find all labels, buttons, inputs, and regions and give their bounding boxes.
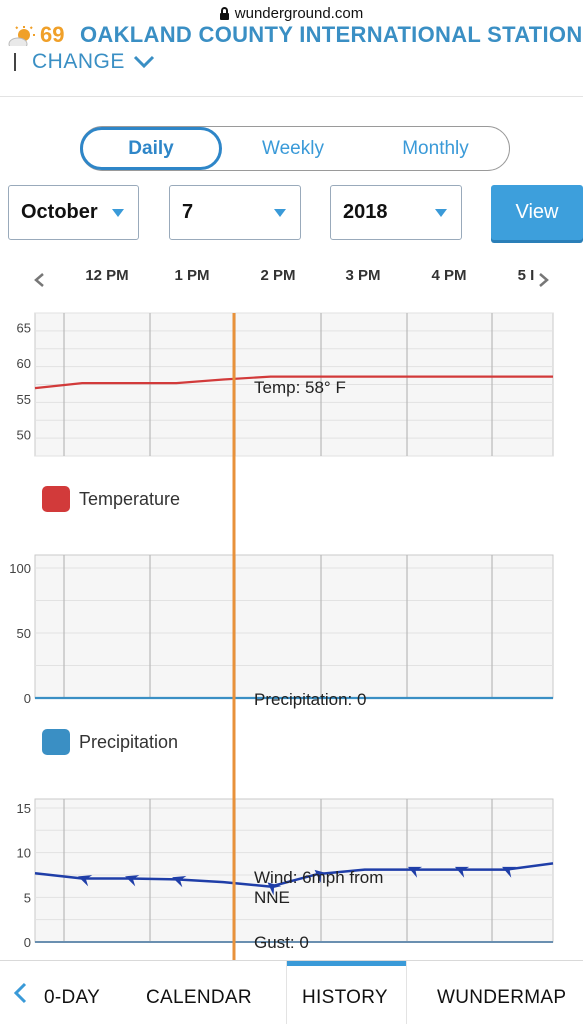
y-tick-label: 0 bbox=[24, 691, 31, 706]
y-tick-label: 10 bbox=[17, 846, 31, 861]
wind-direction-readout: NNE bbox=[254, 888, 290, 907]
y-tick-label: 60 bbox=[17, 356, 31, 371]
year-value: 2018 bbox=[343, 201, 388, 223]
tab-monthly[interactable]: Monthly bbox=[402, 138, 469, 159]
wind-direction-arrow bbox=[502, 866, 517, 878]
wind-direction-arrow bbox=[125, 875, 140, 887]
day-value: 7 bbox=[182, 201, 194, 223]
wind-direction-arrow bbox=[172, 876, 187, 888]
legend-swatch bbox=[42, 729, 70, 755]
partly-cloudy-icon bbox=[8, 26, 35, 46]
time-strip: 12 PM 1 PM 2 PM 3 PM 4 PM 5 I bbox=[0, 262, 583, 292]
time-label: 2 PM bbox=[260, 267, 296, 284]
active-tab-indicator bbox=[286, 961, 406, 966]
gust-readout: Gust: 0 bbox=[254, 933, 309, 952]
station-header: 69 OAKLAND COUNTY INTERNATIONAL STATION bbox=[0, 18, 583, 46]
nav-divider bbox=[286, 961, 287, 1024]
plot-area bbox=[34, 554, 554, 699]
browser-url-bar[interactable]: wunderground.com bbox=[0, 0, 583, 26]
y-tick-label: 100 bbox=[9, 561, 31, 576]
tab-daily[interactable]: Daily bbox=[80, 127, 222, 170]
y-tick-label: 0 bbox=[24, 935, 31, 950]
y-tick-label: 55 bbox=[17, 392, 31, 407]
temp-readout: Temp: 58° F bbox=[254, 378, 346, 397]
divider bbox=[14, 53, 16, 71]
caret-down-icon bbox=[435, 209, 447, 217]
url-text: wunderground.com bbox=[234, 4, 364, 22]
time-label: 4 PM bbox=[431, 267, 467, 284]
caret-down-icon bbox=[274, 209, 286, 217]
change-label[interactable]: CHANGE bbox=[32, 50, 125, 73]
station-name: OAKLAND COUNTY INTERNATIONAL STATION bbox=[80, 22, 583, 46]
view-button[interactable]: View bbox=[491, 185, 583, 240]
station-temperature: 69 bbox=[40, 22, 65, 46]
year-select[interactable]: 2018 bbox=[330, 185, 462, 240]
month-select[interactable]: October bbox=[8, 185, 139, 240]
caret-down-icon bbox=[112, 209, 124, 217]
lock-icon bbox=[219, 6, 229, 20]
month-value: October bbox=[21, 201, 98, 223]
series-line bbox=[34, 862, 554, 888]
series-line bbox=[34, 375, 553, 390]
wind-readout: Wind: 6mph from bbox=[254, 868, 384, 887]
temperature-legend: Temperature bbox=[42, 486, 180, 512]
nav-calendar[interactable]: CALENDAR bbox=[146, 987, 252, 1008]
nav-10-day[interactable]: 0-DAY bbox=[44, 987, 101, 1008]
tab-weekly[interactable]: Weekly bbox=[262, 138, 324, 159]
bottom-nav: 0-DAY CALENDAR HISTORY WUNDERMAP bbox=[0, 960, 583, 1024]
nav-divider bbox=[406, 961, 407, 1024]
chevron-left-icon[interactable] bbox=[33, 272, 45, 288]
time-label: 12 PM bbox=[85, 267, 129, 284]
y-tick-label: 5 bbox=[24, 890, 31, 905]
wind-direction-arrow bbox=[267, 882, 282, 896]
nav-wundermap[interactable]: WUNDERMAP bbox=[437, 987, 567, 1008]
period-tabs: Daily Weekly Monthly bbox=[80, 126, 510, 171]
time-label: 5 I bbox=[517, 267, 535, 284]
precipitation-legend: Precipitation bbox=[42, 729, 178, 755]
wind-direction-arrow bbox=[407, 866, 423, 878]
y-tick-label: 65 bbox=[17, 320, 31, 335]
change-station[interactable]: CHANGE bbox=[14, 50, 155, 74]
legend-label: Precipitation bbox=[79, 731, 179, 752]
wind-direction-arrow bbox=[77, 875, 93, 887]
chevron-left-icon[interactable] bbox=[10, 981, 30, 1005]
history-charts[interactable]: 50 55 60 65 0 50 100 0 5 10 15 bbox=[0, 300, 583, 960]
y-tick-label: 50 bbox=[17, 626, 31, 641]
y-tick-label: 15 bbox=[17, 801, 31, 816]
chevron-right-icon[interactable] bbox=[538, 272, 550, 288]
time-label: 1 PM bbox=[174, 267, 210, 284]
chevron-down-icon[interactable] bbox=[133, 55, 155, 69]
precip-readout: Precipitation: 0 bbox=[254, 690, 367, 709]
y-tick-label: 50 bbox=[17, 428, 31, 443]
header-divider bbox=[0, 96, 583, 97]
wind-direction-arrow bbox=[454, 866, 470, 878]
wind-direction-arrow bbox=[314, 869, 329, 883]
time-label: 3 PM bbox=[345, 267, 381, 284]
legend-swatch bbox=[42, 486, 70, 512]
day-select[interactable]: 7 bbox=[169, 185, 301, 240]
nav-history[interactable]: HISTORY bbox=[302, 987, 388, 1008]
legend-label: Temperature bbox=[79, 488, 181, 509]
